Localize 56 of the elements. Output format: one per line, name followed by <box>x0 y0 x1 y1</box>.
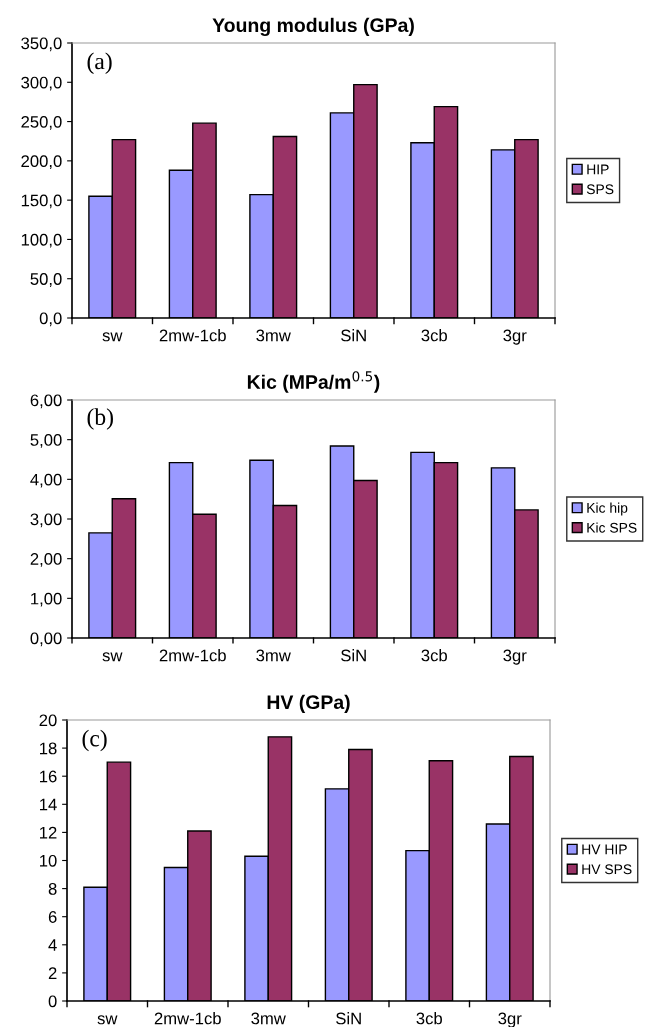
y-tick-label: 4,00 <box>30 473 62 488</box>
y-tick-label: 5,00 <box>30 434 62 448</box>
annotation: (a) <box>87 52 112 75</box>
x-tick-label: 3gr <box>503 329 527 345</box>
y-tick-label: 150,0 <box>21 194 62 209</box>
y-tick-label: 4 <box>48 939 57 951</box>
y-tick-label: 20 <box>39 714 57 727</box>
annotation: (c) <box>82 729 107 752</box>
x-tick-label: 3mw <box>251 1012 286 1025</box>
legend-label: SPS <box>586 184 614 195</box>
y-tick-label: 0,00 <box>30 632 62 647</box>
y-tick-label: 18 <box>40 742 57 755</box>
x-tick-label: sw <box>97 1015 118 1025</box>
x-tick-label: 3gr <box>503 649 527 665</box>
legend-label: Kic SPS <box>587 522 637 533</box>
y-tick-label: 14 <box>40 798 57 811</box>
y-tick-label: 12 <box>40 826 57 839</box>
chart-title: Young modulus (GPa) <box>212 17 414 37</box>
annotation: (b) <box>87 408 113 430</box>
y-tick-label: 10 <box>40 854 57 867</box>
y-tick-label: 8 <box>48 883 57 895</box>
y-tick-label: 2 <box>48 967 57 979</box>
chart-title: HV (GPa) <box>267 694 350 713</box>
x-tick-label: 3gr <box>498 1012 522 1027</box>
x-tick-label: SiN <box>341 649 366 662</box>
y-tick-label: 0 <box>48 995 57 1008</box>
y-tick-label: 2,00 <box>30 553 62 567</box>
y-tick-label: 16 <box>40 770 57 783</box>
y-tick-label: 6 <box>48 911 57 923</box>
y-tick-label: 0,0 <box>39 312 62 327</box>
y-tick-label: 50,0 <box>30 273 62 287</box>
y-tick-label: 200,0 <box>21 155 62 170</box>
y-tick-label: 300,0 <box>21 76 62 91</box>
y-tick-label: 100,0 <box>21 233 62 248</box>
legend-label: HV SPS <box>582 864 632 875</box>
x-tick-label: sw <box>102 652 123 662</box>
y-tick-label: 6,00 <box>30 394 62 409</box>
y-tick-label: 3,00 <box>30 513 62 528</box>
x-tick-label: 3cb <box>416 1012 442 1025</box>
legend-label: HIP <box>587 164 609 175</box>
x-tick-label: 2mw-1cb <box>159 649 226 662</box>
y-tick-label: 350,0 <box>21 37 62 52</box>
x-tick-label: 3mw <box>256 329 291 342</box>
x-tick-label: 3mw <box>256 649 291 662</box>
y-tick-label: 250,0 <box>21 115 62 130</box>
x-tick-label: 2mw-1cb <box>154 1012 221 1025</box>
y-tick-label: 1,00 <box>31 592 62 607</box>
chart-title: Kic (MPa/m$^{0.5}$) <box>247 371 380 393</box>
x-tick-label: 2mw-1cb <box>159 329 226 342</box>
legend-label: Kic hip <box>587 502 628 516</box>
x-tick-label: sw <box>102 332 123 342</box>
x-tick-label: SiN <box>336 1012 361 1025</box>
legend-label: HV HIP <box>582 844 627 855</box>
x-tick-label: 3cb <box>421 649 447 662</box>
x-tick-label: SiN <box>341 329 366 342</box>
x-tick-label: 3cb <box>421 329 447 342</box>
